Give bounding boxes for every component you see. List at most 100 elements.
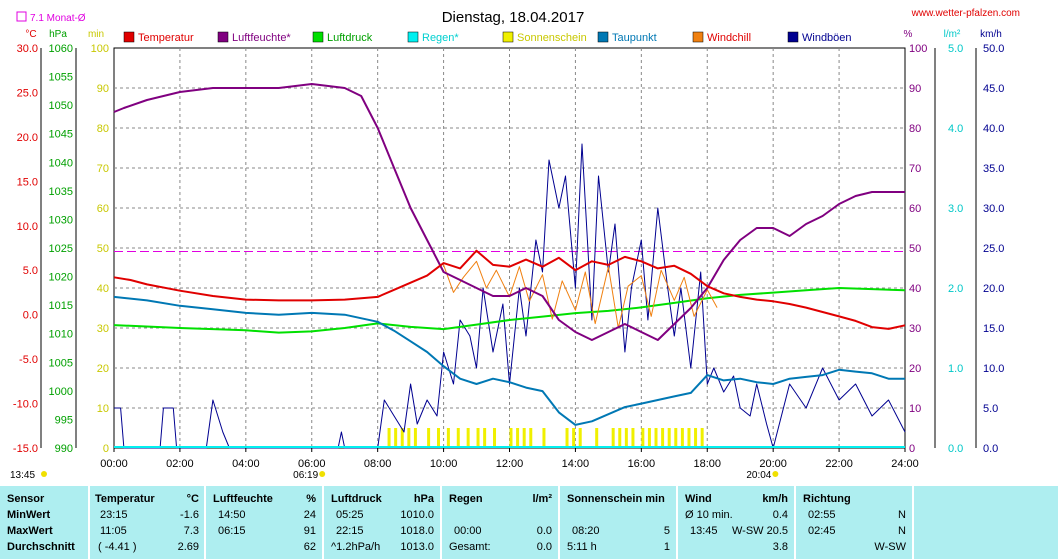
hum-max-value: 91 — [303, 525, 316, 537]
sun-tick-label: 50 — [97, 243, 109, 255]
sunshine-bar — [687, 428, 691, 447]
press-min-time: 05:25 — [336, 509, 364, 521]
pressure-axis-unit: hPa — [49, 29, 67, 40]
humidity-tick-label: 70 — [909, 163, 921, 175]
humidity-axis-unit: % — [904, 29, 913, 40]
rain-tick-label: 2.0 — [948, 283, 963, 295]
humidity-tick-label: 50 — [909, 243, 921, 255]
sunshine-bar — [466, 428, 470, 447]
max-label: MaxWert — [7, 525, 53, 537]
x-tick-label: 02:00 — [166, 458, 194, 470]
wind-header: Wind — [685, 493, 712, 505]
statistics-table: Sensor MinWert MaxWert Durchschnitt Temp… — [0, 486, 1058, 559]
sunshine-bar — [595, 428, 599, 447]
wind-tick-label: 20.0 — [983, 283, 1004, 295]
x-tick-label: 14:00 — [562, 458, 590, 470]
sunshine-bar — [446, 428, 450, 447]
press-avg-value: 1013.0 — [400, 541, 434, 553]
sunshine-bar — [394, 428, 398, 447]
humidity-tick-label: 40 — [909, 283, 921, 295]
rain-total-label: Gesamt: — [449, 541, 491, 553]
dir-col: Richtung 02:55 N 02:45 N W-SW — [796, 486, 912, 559]
sunshine-bar — [565, 428, 569, 447]
wind-avg-value: 3.8 — [772, 541, 788, 553]
hum-header: Luftfeuchte — [213, 493, 273, 505]
pressure-tick-label: 1020 — [49, 272, 73, 284]
legend-swatch — [217, 31, 229, 43]
sunshine-bar — [516, 428, 520, 447]
temp-avg-dev: ( -4.41 ) — [98, 541, 137, 553]
hum-unit: % — [306, 493, 316, 505]
legend-swatch — [692, 31, 704, 43]
sunshine-bar — [542, 428, 546, 447]
weather-chart: °C hPa min% l/m² km/h 30.0 25.0 20.0 15.0 10.0 5.0… — [10, 8, 1020, 481]
sunshine-bar — [407, 428, 411, 447]
chart-title: Dienstag, 18.04.2017 — [442, 9, 585, 26]
wind-tick-label: 5.0 — [983, 403, 998, 415]
dir-header: Richtung — [803, 493, 851, 505]
temp-tick-label: -5.0 — [19, 354, 38, 366]
press-max-time: 22:15 — [336, 525, 364, 537]
x-tick-label: 04:00 — [232, 458, 260, 470]
legend-swatch — [407, 31, 419, 43]
temp-axis-unit: °C — [25, 29, 36, 40]
temp-avg-value: 2.69 — [177, 541, 199, 553]
min-label: MinWert — [7, 509, 51, 521]
sun-total-hours: 5:11 h — [567, 541, 597, 553]
series-luftfeuchte — [113, 83, 905, 341]
axes: °C hPa min% l/m² km/h 30.0 25.0 20.0 15.0 10.0 5.0… — [10, 29, 1004, 481]
empty-col — [914, 486, 1058, 559]
rain-tick-label: 3.0 — [948, 203, 963, 215]
legend-label: Sonnenschein — [517, 32, 587, 44]
sunshine-bar — [529, 428, 533, 447]
sunshine-bar — [694, 428, 698, 447]
temp-tick-label: 30.0 — [17, 43, 38, 55]
sunshine-bar — [456, 428, 460, 447]
wind-unit: km/h — [762, 493, 788, 505]
sunshine-bar — [680, 428, 684, 447]
sunshine-bar — [641, 428, 645, 447]
temp-tick-label: -10.0 — [13, 399, 38, 411]
daylength-label: 13:45 — [10, 470, 35, 481]
rain-tick-label: 4.0 — [948, 123, 963, 135]
legend-label: Taupunkt — [612, 32, 657, 44]
sun-tick-label: 80 — [97, 123, 109, 135]
site-link[interactable]: www.wetter-pfalzen.com — [911, 8, 1020, 19]
humidity-tick-label: 20 — [909, 363, 921, 375]
sun-tick-label: 90 — [97, 83, 109, 95]
legend-label: Luftfeuchte* — [232, 32, 291, 44]
pressure-tick-label: 1015 — [49, 300, 73, 312]
pressure-tick-label: 1040 — [49, 157, 73, 169]
wind-avg10-label: Ø 10 min. — [685, 509, 733, 521]
temp-tick-label: 25.0 — [17, 87, 38, 99]
dir-max-value: N — [898, 525, 906, 537]
x-tick-label: 20:00 — [759, 458, 787, 470]
temp-tick-label: 0.0 — [23, 310, 38, 322]
humidity-tick-label: 0 — [909, 443, 915, 455]
rain-axis-unit: l/m² — [944, 29, 961, 40]
legend-label: Windchill — [707, 32, 751, 44]
legend-label: Regen* — [422, 32, 459, 44]
sunshine-bar — [522, 428, 526, 447]
humidity-tick-label: 60 — [909, 203, 921, 215]
sunshine-bar — [493, 428, 497, 447]
wind-col: Wind km/h Ø 10 min. 0.4 13:45 W-SW 20.5 … — [678, 486, 794, 559]
rain-tick-label: 0.0 — [948, 443, 963, 455]
wind-tick-label: 0.0 — [983, 443, 998, 455]
temp-unit: °C — [186, 493, 199, 505]
legend-label: Temperatur — [138, 32, 194, 44]
sensor-col: Sensor MinWert MaxWert Durchschnitt — [0, 486, 88, 559]
sunshine-bar — [647, 428, 651, 447]
temp-tick-label: 10.0 — [17, 221, 38, 233]
press-max-value: 1018.0 — [400, 525, 434, 537]
wind-max-value: 20.5 — [766, 525, 788, 537]
sunshine-bar — [611, 428, 615, 447]
legend-swatch — [312, 31, 324, 43]
sun-header: Sonnenschein min — [567, 493, 665, 505]
humidity-tick-label: 100 — [909, 43, 927, 55]
sunshine-bar — [509, 428, 513, 447]
humidity-tick-label: 80 — [909, 123, 921, 135]
x-tick-label: 16:00 — [628, 458, 656, 470]
series-taupunkt — [113, 295, 905, 426]
legend-swatch — [597, 31, 609, 43]
